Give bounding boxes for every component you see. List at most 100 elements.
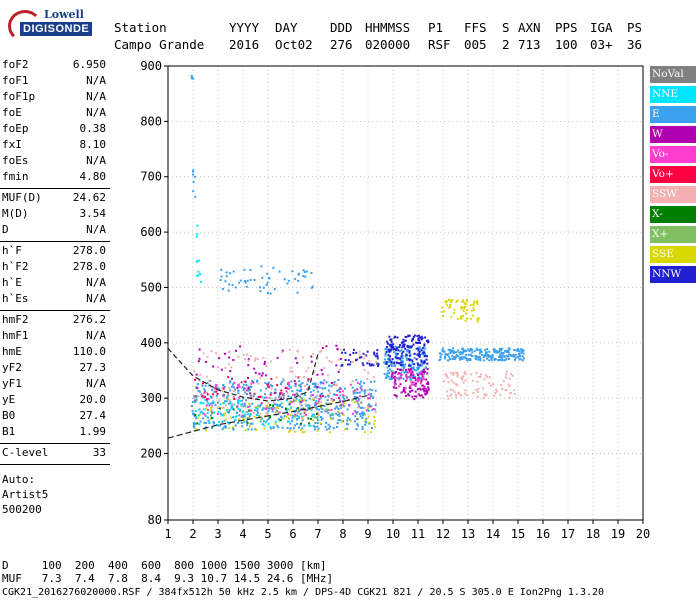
data-point xyxy=(423,385,426,388)
data-point xyxy=(514,358,516,361)
data-point xyxy=(267,417,270,420)
data-point xyxy=(351,380,354,383)
data-point xyxy=(288,384,291,387)
data-point xyxy=(444,372,447,375)
data-point xyxy=(216,392,219,395)
data-point xyxy=(253,415,256,418)
data-point xyxy=(359,415,362,418)
data-point xyxy=(513,389,516,392)
data-point xyxy=(451,299,454,302)
data-point xyxy=(311,382,314,385)
data-point xyxy=(323,409,326,412)
data-point xyxy=(193,370,196,373)
data-point xyxy=(495,388,498,391)
data-point xyxy=(418,352,421,355)
data-point xyxy=(449,394,452,397)
data-point xyxy=(476,318,479,321)
data-point xyxy=(233,403,236,406)
data-point xyxy=(287,395,290,398)
data-point xyxy=(342,414,345,416)
data-point xyxy=(472,309,475,312)
data-point xyxy=(521,355,524,358)
chart-curves xyxy=(167,347,369,439)
data-point xyxy=(362,364,365,367)
data-point xyxy=(359,383,361,385)
data-point xyxy=(221,428,224,431)
param-name: h`F xyxy=(2,244,22,257)
data-point xyxy=(457,391,460,394)
data-point xyxy=(212,365,215,368)
data-point xyxy=(256,407,259,410)
data-point xyxy=(321,347,324,349)
data-point xyxy=(464,353,467,356)
data-point xyxy=(239,345,242,348)
y-tick-label: 500 xyxy=(140,280,162,294)
data-point xyxy=(245,285,248,288)
data-point xyxy=(389,338,392,341)
data-point xyxy=(193,395,196,398)
data-point xyxy=(263,360,266,363)
data-point xyxy=(450,301,452,304)
data-point xyxy=(461,378,464,381)
param-row-b1: B1 1.99 xyxy=(2,425,106,441)
data-point xyxy=(453,391,456,394)
data-point xyxy=(241,425,244,428)
data-point xyxy=(335,364,338,367)
x-tick-label: 3 xyxy=(214,527,221,541)
data-point xyxy=(320,406,322,409)
data-point xyxy=(366,362,369,365)
param-value: 276.2 xyxy=(72,313,106,326)
data-point xyxy=(496,351,498,354)
header-label-1: YYYY xyxy=(229,20,260,35)
data-point xyxy=(493,351,496,354)
header-value-1: 2016 xyxy=(229,37,260,52)
data-point xyxy=(298,376,301,379)
data-point xyxy=(372,396,374,399)
data-point xyxy=(247,389,250,392)
data-point xyxy=(215,390,218,393)
data-point xyxy=(471,309,473,312)
data-point xyxy=(327,427,330,430)
data-point xyxy=(490,359,493,362)
data-point xyxy=(329,425,332,428)
data-point xyxy=(464,319,467,322)
data-point xyxy=(408,350,411,353)
data-point xyxy=(256,406,259,409)
data-point xyxy=(311,415,314,418)
data-point xyxy=(453,308,456,311)
data-point xyxy=(193,175,196,178)
data-point xyxy=(201,395,204,398)
data-point xyxy=(427,389,430,392)
header-label-0: Station xyxy=(114,20,167,35)
data-point xyxy=(505,373,508,376)
data-point xyxy=(196,417,199,420)
data-point xyxy=(291,415,294,417)
data-point xyxy=(262,408,264,411)
param-row-foep: foEp 0.38 xyxy=(2,122,106,138)
data-point xyxy=(367,371,370,374)
data-point xyxy=(211,393,214,396)
data-point xyxy=(320,401,322,404)
param-row-fxi: fxI 8.10 xyxy=(2,138,106,154)
data-point xyxy=(446,376,449,379)
data-point xyxy=(210,410,213,413)
data-point xyxy=(447,381,450,384)
data-point xyxy=(469,353,472,356)
data-point xyxy=(310,355,313,358)
data-point xyxy=(513,349,516,351)
data-point xyxy=(456,373,459,376)
data-point xyxy=(476,299,479,302)
data-point xyxy=(401,354,404,357)
data-point xyxy=(275,409,278,412)
data-point xyxy=(452,373,455,376)
data-point xyxy=(360,412,363,415)
data-point xyxy=(321,392,324,395)
data-point xyxy=(511,374,514,377)
param-row-fof1p: foF1p N/A xyxy=(2,90,106,106)
data-point xyxy=(298,415,300,418)
data-point xyxy=(337,397,340,400)
data-point xyxy=(291,419,294,422)
data-point xyxy=(237,407,240,410)
param-name: MUF(D) xyxy=(2,191,42,204)
data-point xyxy=(364,423,367,426)
